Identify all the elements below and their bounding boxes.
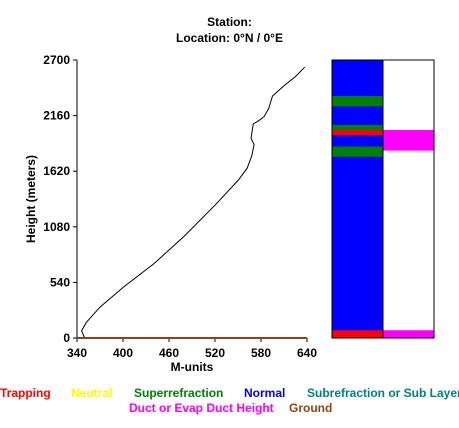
legend-superrefraction: Superrefraction: [134, 386, 224, 400]
x-tick-label: 580: [251, 346, 271, 360]
layer-column-right-base: [383, 60, 434, 338]
layer-column-right-band: [383, 330, 434, 338]
y-tick-label: 2160: [43, 109, 70, 123]
layer-column-right-band: [383, 130, 434, 151]
legend-neutral: Neutral: [71, 386, 113, 400]
layer-column-left-band: [332, 96, 383, 107]
layer-column-left-band: [332, 124, 383, 131]
y-tick-label: 1620: [43, 164, 70, 178]
x-tick-label: 400: [113, 346, 133, 360]
legend-subrefraction: Subrefraction or Sub Layer: [307, 386, 459, 400]
layer-column-left-band: [332, 330, 383, 338]
x-tick-label: 460: [159, 346, 179, 360]
y-axis-label: Height (meters): [24, 155, 38, 243]
layer-column-left-band: [332, 130, 383, 136]
y-tick-label: 540: [50, 275, 70, 289]
legend-normal: Normal: [244, 386, 286, 400]
station-title: Station:: [207, 15, 252, 29]
layer-column-left-band: [332, 146, 383, 157]
x-axis-label: M-units: [171, 360, 214, 374]
y-tick-label: 2700: [43, 53, 70, 67]
layer-column-right-frame: [382, 59, 435, 339]
location-title: Location: 0°N / 0°E: [176, 31, 283, 45]
legend-trapping: Trapping: [0, 386, 51, 400]
x-tick-label: 340: [67, 346, 87, 360]
legend-duct: Duct or Evap Duct Height: [129, 401, 274, 415]
legend-ground: Ground: [289, 401, 333, 415]
profile-line: [81, 66, 306, 339]
x-tick-label: 520: [205, 346, 225, 360]
x-tick-label: 640: [297, 346, 317, 360]
y-tick-label: 1080: [43, 220, 70, 234]
y-tick-label: 0: [63, 331, 70, 345]
